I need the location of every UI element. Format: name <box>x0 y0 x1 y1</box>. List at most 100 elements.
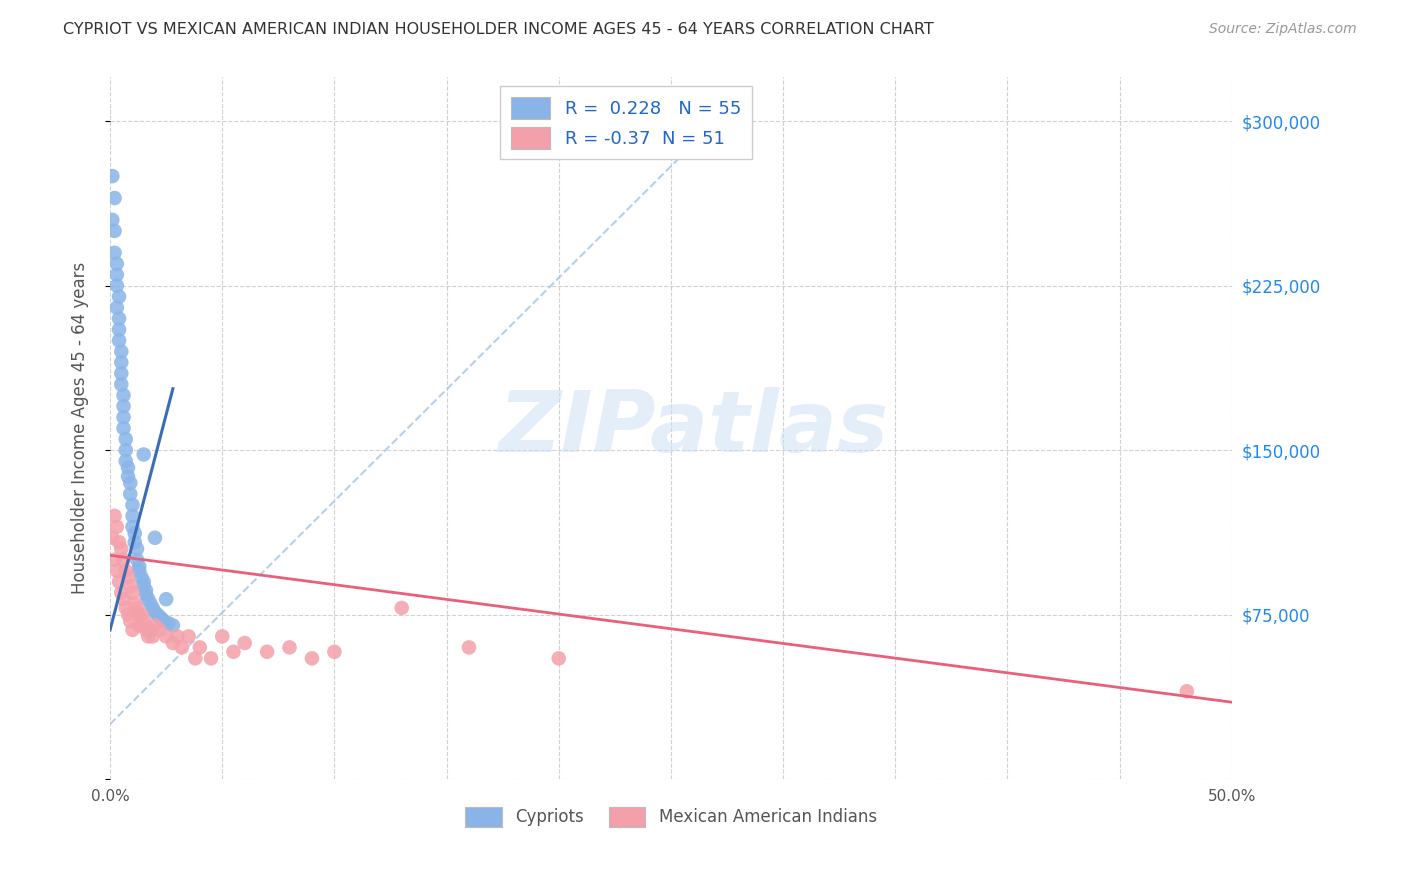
Point <box>301 651 323 665</box>
Point <box>177 629 200 643</box>
Point <box>110 585 132 599</box>
Point <box>135 588 157 602</box>
Point <box>323 645 346 659</box>
Point <box>117 469 139 483</box>
Point <box>143 618 166 632</box>
Point <box>162 636 184 650</box>
Point <box>121 508 143 523</box>
Text: Source: ZipAtlas.com: Source: ZipAtlas.com <box>1209 22 1357 37</box>
Point <box>136 629 159 643</box>
Point <box>391 601 413 615</box>
Point <box>105 278 128 293</box>
Point <box>128 564 150 578</box>
Point <box>105 301 128 315</box>
Point <box>110 377 132 392</box>
Point <box>108 322 131 336</box>
Point <box>121 520 143 534</box>
Point <box>132 579 155 593</box>
Point <box>120 579 142 593</box>
Point <box>121 585 143 599</box>
Point <box>124 597 146 611</box>
Point <box>278 640 301 655</box>
Point <box>114 564 136 578</box>
Point <box>112 592 135 607</box>
Point <box>155 629 177 643</box>
Point <box>135 623 157 637</box>
Point <box>135 618 157 632</box>
Point <box>103 245 125 260</box>
Point <box>143 531 166 545</box>
Point <box>188 640 211 655</box>
Point <box>222 645 245 659</box>
Point <box>112 388 135 402</box>
Point <box>131 607 153 622</box>
Point <box>110 541 132 556</box>
Point <box>547 651 569 665</box>
Point <box>136 592 159 607</box>
Point <box>125 541 148 556</box>
Point <box>101 531 124 545</box>
Point <box>108 311 131 326</box>
Point <box>112 410 135 425</box>
Point <box>124 526 146 541</box>
Y-axis label: Householder Income Ages 45 - 64 years: Householder Income Ages 45 - 64 years <box>72 262 89 594</box>
Point <box>131 570 153 584</box>
Point <box>211 629 233 643</box>
Point <box>112 399 135 413</box>
Point <box>117 460 139 475</box>
Point <box>128 559 150 574</box>
Legend: Cypriots, Mexican American Indians: Cypriots, Mexican American Indians <box>458 800 883 834</box>
Point <box>105 268 128 282</box>
Point <box>121 623 143 637</box>
Point <box>157 616 180 631</box>
Point <box>105 520 128 534</box>
Point <box>114 601 136 615</box>
Point <box>117 570 139 584</box>
Point <box>125 552 148 566</box>
Point <box>103 191 125 205</box>
Point <box>120 487 142 501</box>
Point <box>162 618 184 632</box>
Point <box>184 651 207 665</box>
Point <box>1175 684 1198 698</box>
Point <box>110 344 132 359</box>
Point <box>148 623 170 637</box>
Point <box>135 583 157 598</box>
Point <box>103 224 125 238</box>
Point <box>132 614 155 628</box>
Point <box>110 355 132 369</box>
Point <box>114 432 136 446</box>
Point <box>105 564 128 578</box>
Point <box>142 601 165 615</box>
Point <box>148 609 170 624</box>
Point <box>112 552 135 566</box>
Point <box>166 629 188 643</box>
Point <box>153 614 176 628</box>
Point <box>112 421 135 435</box>
Point <box>170 640 193 655</box>
Point <box>143 605 166 619</box>
Point <box>128 607 150 622</box>
Point <box>103 552 125 566</box>
Point <box>114 443 136 458</box>
Point <box>103 508 125 523</box>
Point <box>146 607 169 622</box>
Point <box>200 651 222 665</box>
Point <box>110 367 132 381</box>
Point <box>125 601 148 615</box>
Point <box>117 607 139 622</box>
Point <box>139 597 162 611</box>
Point <box>120 614 142 628</box>
Point <box>458 640 481 655</box>
Point <box>142 629 165 643</box>
Point <box>150 612 173 626</box>
Point <box>105 257 128 271</box>
Text: CYPRIOT VS MEXICAN AMERICAN INDIAN HOUSEHOLDER INCOME AGES 45 - 64 YEARS CORRELA: CYPRIOT VS MEXICAN AMERICAN INDIAN HOUSE… <box>63 22 934 37</box>
Point <box>132 574 155 589</box>
Point <box>132 448 155 462</box>
Text: ZIPatlas: ZIPatlas <box>498 386 889 470</box>
Point <box>155 592 177 607</box>
Point <box>120 475 142 490</box>
Point <box>108 574 131 589</box>
Point <box>108 290 131 304</box>
